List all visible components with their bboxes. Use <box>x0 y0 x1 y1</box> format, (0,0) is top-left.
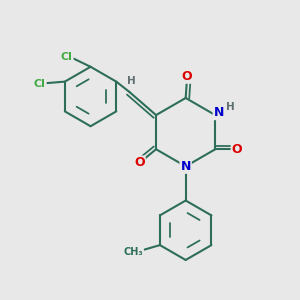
Text: Cl: Cl <box>61 52 73 62</box>
Text: CH₃: CH₃ <box>123 247 143 257</box>
Text: Cl: Cl <box>34 79 46 89</box>
Text: N: N <box>181 160 191 173</box>
Text: O: O <box>134 156 145 170</box>
Text: O: O <box>232 143 242 156</box>
Text: H: H <box>127 76 136 85</box>
Text: H: H <box>226 102 235 112</box>
Text: O: O <box>182 70 193 83</box>
Text: N: N <box>214 106 224 119</box>
